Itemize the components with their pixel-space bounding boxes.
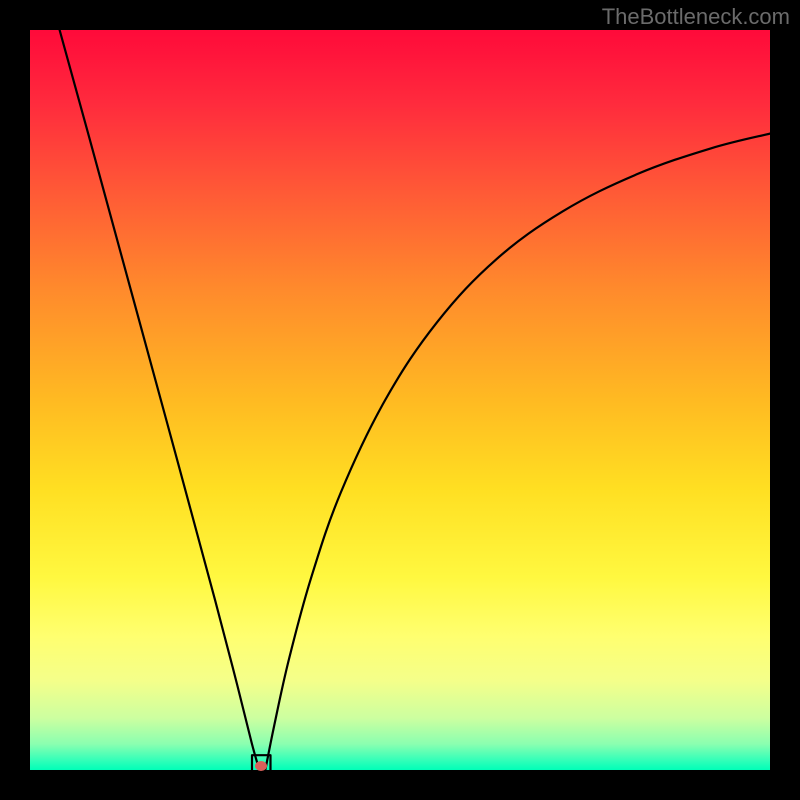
plot-area	[30, 30, 770, 770]
watermark-text: TheBottleneck.com	[602, 4, 790, 30]
bottleneck-curve	[30, 30, 770, 770]
chart-container: TheBottleneck.com	[0, 0, 800, 800]
minimum-marker	[255, 761, 267, 771]
